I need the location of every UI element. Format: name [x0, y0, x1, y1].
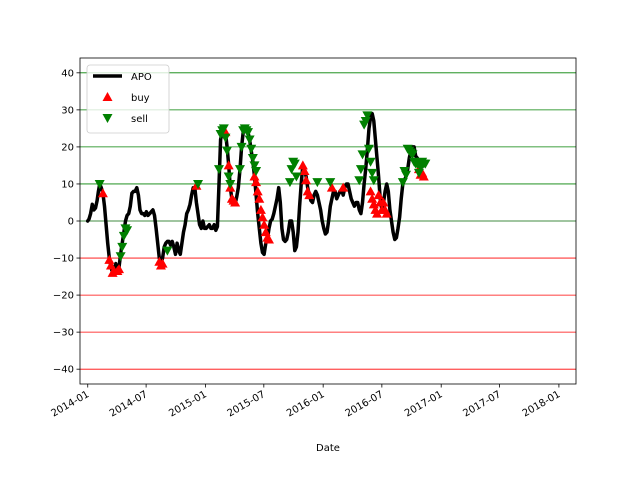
buy-marker [338, 182, 349, 192]
sell-marker [367, 168, 378, 178]
legend-label: APO [131, 72, 152, 83]
sell-marker [118, 231, 129, 241]
buy-marker [373, 190, 384, 200]
sell-marker [122, 226, 133, 236]
sell-marker [218, 124, 229, 134]
sell-marker [354, 176, 365, 186]
y-tick-label: 40 [61, 68, 74, 79]
y-tick-label: 30 [61, 105, 74, 116]
sell-marker [222, 146, 233, 156]
buy-marker [254, 193, 265, 203]
y-tick-label: 10 [61, 179, 74, 190]
sell-marker [284, 178, 295, 188]
sell-marker [360, 116, 371, 126]
legend-label: sell [131, 114, 148, 125]
buy-marker [257, 212, 268, 222]
y-tick-label: −30 [53, 328, 74, 339]
sell-marker [236, 142, 247, 152]
sell-marker [249, 161, 260, 171]
y-tick-label: −10 [53, 254, 74, 265]
legend-swatch-sell [102, 114, 113, 123]
sell-marker [413, 168, 424, 178]
buy-marker [259, 219, 270, 229]
sell-marker [115, 252, 126, 262]
sell-marker [243, 128, 254, 138]
sell-marker [312, 178, 323, 188]
y-axis-ticks: −40 −30 −20 −10 0 10 20 30 40 [53, 68, 80, 376]
sell-marker [289, 159, 300, 169]
buy-marker [367, 193, 378, 203]
buy-marker [365, 186, 376, 196]
buy-marker [418, 171, 429, 181]
buy-marker [263, 234, 274, 244]
sell-marker [162, 246, 173, 256]
sell-marker [244, 135, 255, 145]
sell-marker [213, 165, 224, 175]
buy-marker [378, 197, 389, 207]
sell-marker [357, 150, 368, 160]
legend: APO buy sell [86, 64, 170, 134]
sell-marker [220, 133, 231, 143]
sell-marker [368, 176, 379, 186]
sell-marker [363, 144, 374, 154]
buy-marker [249, 171, 260, 181]
buy-marker [372, 208, 383, 218]
sell-marker [362, 111, 373, 121]
sell-marker [246, 144, 257, 154]
sell-marker [291, 172, 302, 182]
y-tick-label: −20 [53, 291, 74, 302]
y-tick-label: 0 [68, 217, 74, 228]
y-tick-label: 20 [61, 142, 74, 153]
sell-marker [286, 165, 297, 175]
sell-marker [193, 179, 204, 189]
buy-marker [252, 186, 263, 196]
sell-marker [225, 179, 236, 189]
sell-marker [407, 150, 418, 160]
sell-marker [365, 157, 376, 167]
buy-marker [230, 197, 241, 207]
buy-marker [157, 258, 168, 268]
buy-marker [104, 254, 115, 264]
buy-marker [97, 188, 108, 198]
buy-marker [251, 177, 262, 187]
sell-marker [355, 165, 366, 175]
sell-marker [223, 172, 234, 182]
buy-marker [304, 190, 315, 200]
sell-marker [325, 178, 336, 188]
legend-label: buy [131, 93, 150, 104]
sell-marker [397, 178, 408, 188]
buy-marker [223, 160, 234, 170]
buy-marker [105, 260, 116, 270]
buy-marker [381, 208, 392, 218]
buy-marker [260, 227, 271, 237]
sell-marker [251, 166, 262, 176]
sell-marker [247, 154, 258, 164]
buy-marker [299, 165, 310, 175]
legend-swatch-buy [102, 92, 113, 101]
buy-marker [297, 160, 308, 170]
x-axis-label: Date [316, 443, 340, 454]
buy-marker [255, 204, 266, 214]
sell-marker [117, 242, 128, 252]
buy-marker [326, 182, 337, 192]
sell-marker [420, 159, 431, 169]
sell-marker [234, 165, 245, 175]
sell-marker [401, 170, 412, 180]
buy-marker [114, 264, 125, 274]
buy-marker [301, 175, 312, 185]
sell-marker [94, 179, 105, 189]
y-tick-label: −40 [53, 365, 74, 376]
